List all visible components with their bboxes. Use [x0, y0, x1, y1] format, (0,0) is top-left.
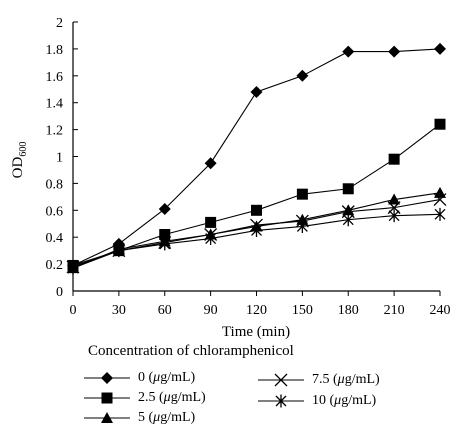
data-point — [296, 219, 308, 233]
data-point — [342, 213, 354, 227]
y-tick-label: 1.2 — [46, 124, 64, 139]
data-point — [296, 188, 308, 200]
data-point — [434, 207, 446, 221]
x-tick-label: 240 — [430, 303, 451, 318]
x-axis-label: Time (min) — [222, 324, 290, 340]
series-layer — [66, 42, 447, 275]
chart-area: 0 0.2 0.4 0.6 0.8 1 1.2 1.4 1.6 1.8 2 0 30 60 90 120 150… — [10, 16, 451, 340]
data-point — [158, 202, 171, 215]
legend-label: 7.5 (μg/mL) — [312, 372, 380, 387]
legend-swatch — [84, 392, 130, 404]
legend-item: 2.5 (μg/mL) — [82, 388, 206, 408]
x-tick-label: 0 — [70, 303, 77, 318]
y-tick-label: 0.8 — [46, 177, 64, 192]
data-point — [342, 45, 355, 58]
y-tick-label: 0.4 — [46, 231, 64, 246]
legend-swatch — [84, 412, 130, 423]
y-axis-label: OD600 — [10, 142, 29, 179]
data-point — [388, 153, 400, 165]
data-point — [296, 69, 309, 82]
y-tick-label: 1.6 — [46, 70, 64, 85]
series-line — [72, 123, 441, 266]
data-point — [434, 118, 446, 130]
legend-marker — [274, 373, 288, 387]
y-tick-label: 1 — [56, 151, 63, 166]
data-point — [388, 45, 401, 58]
data-point — [250, 85, 263, 98]
data-point — [296, 213, 309, 225]
data-point — [434, 42, 446, 55]
x-tick-label: 90 — [204, 303, 218, 318]
legend-title: Concentration of chloramphenicol — [88, 343, 294, 359]
data-point — [434, 186, 446, 198]
data-point — [113, 244, 125, 258]
legend-label: 5 (μg/mL) — [138, 410, 196, 425]
legend-label: 10 (μg/mL) — [312, 393, 377, 408]
data-point — [159, 237, 171, 251]
legend-marker — [101, 412, 113, 423]
data-point — [205, 232, 217, 246]
legend-swatch — [258, 394, 304, 408]
x-tick-label: 180 — [338, 303, 359, 318]
x-tick-label: 120 — [246, 303, 267, 318]
data-point — [388, 209, 400, 223]
data-point — [433, 193, 447, 206]
x-tick-label: 210 — [384, 303, 405, 318]
legend-item: 7.5 (μg/mL) — [256, 370, 380, 390]
y-tick-label: 0.6 — [46, 204, 64, 219]
y-tick-label: 1.4 — [46, 97, 64, 112]
data-point — [388, 193, 401, 205]
data-point — [159, 229, 171, 241]
legend-swatch — [84, 372, 130, 384]
data-point — [204, 157, 217, 170]
data-point — [342, 183, 354, 195]
data-point — [67, 261, 79, 275]
legend-marker — [275, 394, 287, 408]
legend-item: 0 (μg/mL) — [82, 368, 195, 388]
y-tick-label: 1.8 — [46, 43, 64, 58]
legend-marker — [101, 392, 113, 404]
legend-swatch — [258, 373, 304, 387]
y-tick-label: 2 — [56, 16, 63, 31]
legend-marker — [101, 372, 113, 384]
legend-label: 0 (μg/mL) — [138, 370, 196, 385]
data-point — [251, 223, 262, 237]
x-tick-label: 150 — [292, 303, 313, 318]
axes: 0 0.2 0.4 0.6 0.8 1 1.2 1.4 1.6 1.8 2 0 30 60 90 120 150… — [46, 16, 451, 318]
data-point — [205, 216, 217, 228]
series-asterisk — [67, 207, 446, 275]
y-tick-label: 0.2 — [46, 258, 64, 273]
x-tick-label: 30 — [112, 303, 126, 318]
legend-item: 10 (μg/mL) — [256, 391, 376, 411]
legend-item: 5 (μg/mL) — [82, 408, 195, 428]
y-tick-label: 0 — [56, 285, 63, 300]
data-point — [251, 204, 262, 216]
x-tick-label: 60 — [158, 303, 172, 318]
legend-label: 2.5 (μg/mL) — [138, 390, 206, 405]
